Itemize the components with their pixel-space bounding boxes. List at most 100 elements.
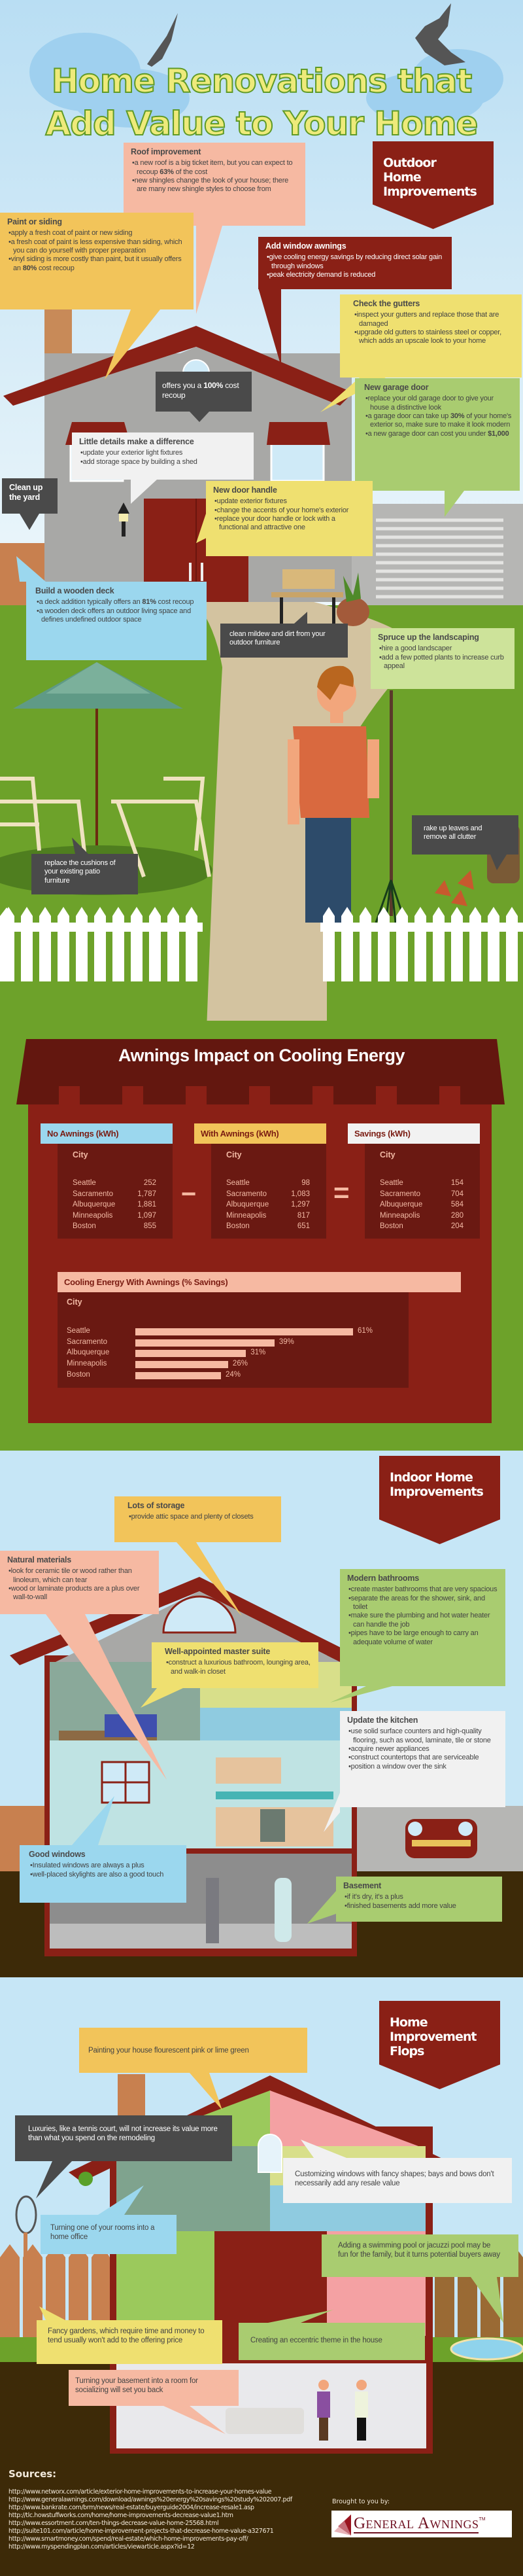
callout-bullet: apply a fresh coat of paint or new sidin…	[7, 229, 186, 238]
table-city: Minneapolis	[226, 1211, 267, 1220]
callout-fancy-gardens-flop: Fancy gardens, which require time and mo…	[37, 2320, 222, 2364]
table-value: 1,297	[291, 1201, 310, 1209]
bar-category-label: Minneapolis	[67, 1360, 107, 1368]
callout-bullet: construct a luxurious bathroom, lounging…	[165, 1659, 311, 1676]
callout-cost-recoup: offers you a 100% cost recoup	[156, 372, 252, 412]
callout-bullet: new shingles change the look of your hou…	[131, 177, 298, 194]
source-link[interactable]: http://www.networx.com/article/exterior-…	[8, 2488, 272, 2496]
pool-icon	[450, 2337, 523, 2361]
general-awnings-logo[interactable]: General Awnings TM	[331, 2511, 512, 2537]
callout-heading: Little details make a difference	[79, 437, 194, 446]
source-link[interactable]: http://suite101.com/article/home-improve…	[8, 2528, 274, 2535]
callout-rake-leaves: rake up leaves and remove all clutter	[412, 815, 518, 855]
callout-bullets: if it's dry, it's a plusfinished basemen…	[343, 1893, 495, 1911]
callout-bullets: update your exterior light fixturesadd s…	[79, 449, 246, 467]
table-city: Albuquerque	[226, 1201, 269, 1209]
callout-heading: Modern bathrooms	[347, 1574, 419, 1583]
table-city: Albuquerque	[380, 1201, 423, 1209]
table-city: Sacramento	[73, 1190, 114, 1198]
emphasis-value: 30%	[450, 412, 465, 421]
callout-modern-bathrooms: Modern bathrooms create master bathrooms …	[340, 1569, 505, 1686]
callout-heading: Update the kitchen	[347, 1716, 418, 1725]
table-value: 1,881	[137, 1201, 156, 1209]
fence-picket	[3, 907, 14, 981]
table-row: Boston 855	[73, 1221, 156, 1232]
bar	[135, 1350, 246, 1358]
fence-picket	[131, 907, 143, 981]
cloud-icon	[29, 33, 503, 128]
sources-list: http://www.networx.com/article/exterior-…	[8, 2488, 292, 2551]
bar-category-label: Seattle	[67, 1327, 90, 1335]
table-city: Sacramento	[226, 1190, 267, 1198]
table-row: Boston 204	[380, 1221, 464, 1232]
emphasis-value: $1,000	[488, 429, 509, 438]
callout-heading: Natural materials	[7, 1555, 72, 1564]
callout-heading: Basement	[343, 1881, 382, 1890]
callout-bullet: create master bathrooms that are very sp…	[347, 1585, 498, 1594]
table-body: City Seattle 252 Sacramento 1,787 Albuquerque…	[58, 1144, 173, 1239]
callout-bullets: inspect your gutters and replace those t…	[353, 311, 515, 346]
bar	[135, 1371, 222, 1379]
source-link[interactable]: http://www.generalawnings.com/download/a…	[8, 2496, 292, 2503]
callout-text: replace the cushions of your existing pa…	[44, 859, 116, 885]
bar-category-label: Sacramento	[67, 1337, 108, 1346]
table-row: Albuquerque 1,297	[226, 1199, 310, 1210]
kitchen-cabinets-icon	[216, 1757, 333, 1846]
bar-chart-title: Cooling Energy With Awnings (% Savings)	[58, 1272, 461, 1292]
callout-bullets: give cooling energy savings by reducing …	[265, 253, 445, 279]
callout-luxuries-flop: Luxuries, like a tennis court, will not …	[15, 2115, 232, 2161]
table-value: 817	[297, 1211, 310, 1220]
callout-home-office-flop: Turning one of your rooms into a home of…	[41, 2215, 177, 2254]
fence-picket	[94, 907, 106, 981]
table-row: Seattle 98	[226, 1178, 310, 1189]
callout-bullet: upgrade old gutters to stainless steel o…	[353, 328, 515, 346]
table-column-label: City	[226, 1150, 242, 1159]
callout-text: Turning your basement into a room for so…	[75, 2377, 198, 2395]
bar-chart: City Seattle 61% Sacramento 39% Albuquerque 3…	[58, 1292, 409, 1388]
callout-bullet: vinyl siding is more costly than paint, …	[7, 255, 186, 273]
callout-bullet: provide attic space and plenty of closet…	[127, 1513, 274, 1521]
equals-sign: =	[333, 1177, 350, 1208]
callout-bullet: hire a good landscaper	[378, 644, 507, 653]
table-value: 1,083	[291, 1190, 310, 1198]
callout-text: rake up leaves and remove all clutter	[424, 824, 482, 841]
callout-bullet: add a few potted plants to increase curb…	[378, 654, 507, 671]
table-value: 704	[450, 1190, 464, 1198]
callout-paint-or-siding: Paint or siding apply a fresh coat of pai…	[0, 213, 194, 309]
callout-bullet: a wooden deck offers an outdoor living s…	[35, 607, 199, 625]
callout-update-kitchen: Update the kitchen use solid surface coun…	[340, 1711, 505, 1807]
table-row: Sacramento 1,787	[73, 1189, 156, 1200]
callout-check-gutters: Check the gutters inspect your gutters an…	[340, 294, 522, 378]
callout-replace-cushions: replace the cushions of your existing pa…	[31, 854, 138, 894]
table-column-label: City	[73, 1150, 88, 1159]
source-link[interactable]: http://www.smartmoney.com/spend/real-est…	[8, 2535, 248, 2543]
fence-picket	[396, 907, 408, 981]
callout-clean-yard: Clean up the yard	[2, 478, 58, 514]
callout-painting-flop: Painting your house flourescent pink or …	[79, 2028, 307, 2073]
callout-text: Customizing windows with fancy shapes; b…	[295, 2170, 494, 2188]
main-title-line2: Add Value to Your Home	[45, 104, 479, 143]
callout-bullets: look for ceramic tile or wood rather tha…	[7, 1567, 152, 1602]
tennis-racket-icon	[15, 2195, 37, 2272]
callout-heading: Well-appointed master suite	[165, 1647, 271, 1656]
source-link[interactable]: http://www.essortment.com/ten-things-dec…	[8, 2520, 219, 2527]
table-value: 1,787	[137, 1190, 156, 1198]
table-city: Seattle	[226, 1179, 250, 1187]
table-value: 154	[450, 1179, 464, 1187]
callout-bullet: a deck addition typically offers an 81% …	[35, 598, 199, 607]
table-value: 584	[450, 1201, 464, 1209]
table-city: Seattle	[73, 1179, 96, 1187]
callout-bullets: construct a luxurious bathroom, lounging…	[165, 1659, 311, 1676]
source-link[interactable]: http://tlc.howstuffworks.com/home/home-i…	[8, 2512, 233, 2519]
source-link[interactable]: http://www.bankrate.com/brm/news/real-es…	[8, 2504, 254, 2511]
brought-by-label: Brought to you by:	[332, 2498, 390, 2505]
tennis-ball-icon	[78, 2172, 93, 2186]
source-link[interactable]: http://www.myspendingplan.com/articles/v…	[8, 2543, 195, 2550]
callout-wooden-deck: Build a wooden deck a deck addition typic…	[26, 582, 207, 660]
lamp-icon	[118, 503, 129, 537]
table-row: Seattle 252	[73, 1178, 156, 1189]
callout-heading: Roof improvement	[131, 147, 201, 156]
bar-value-label: 26%	[232, 1360, 248, 1368]
bar	[135, 1339, 275, 1347]
fence-picket	[414, 907, 426, 981]
